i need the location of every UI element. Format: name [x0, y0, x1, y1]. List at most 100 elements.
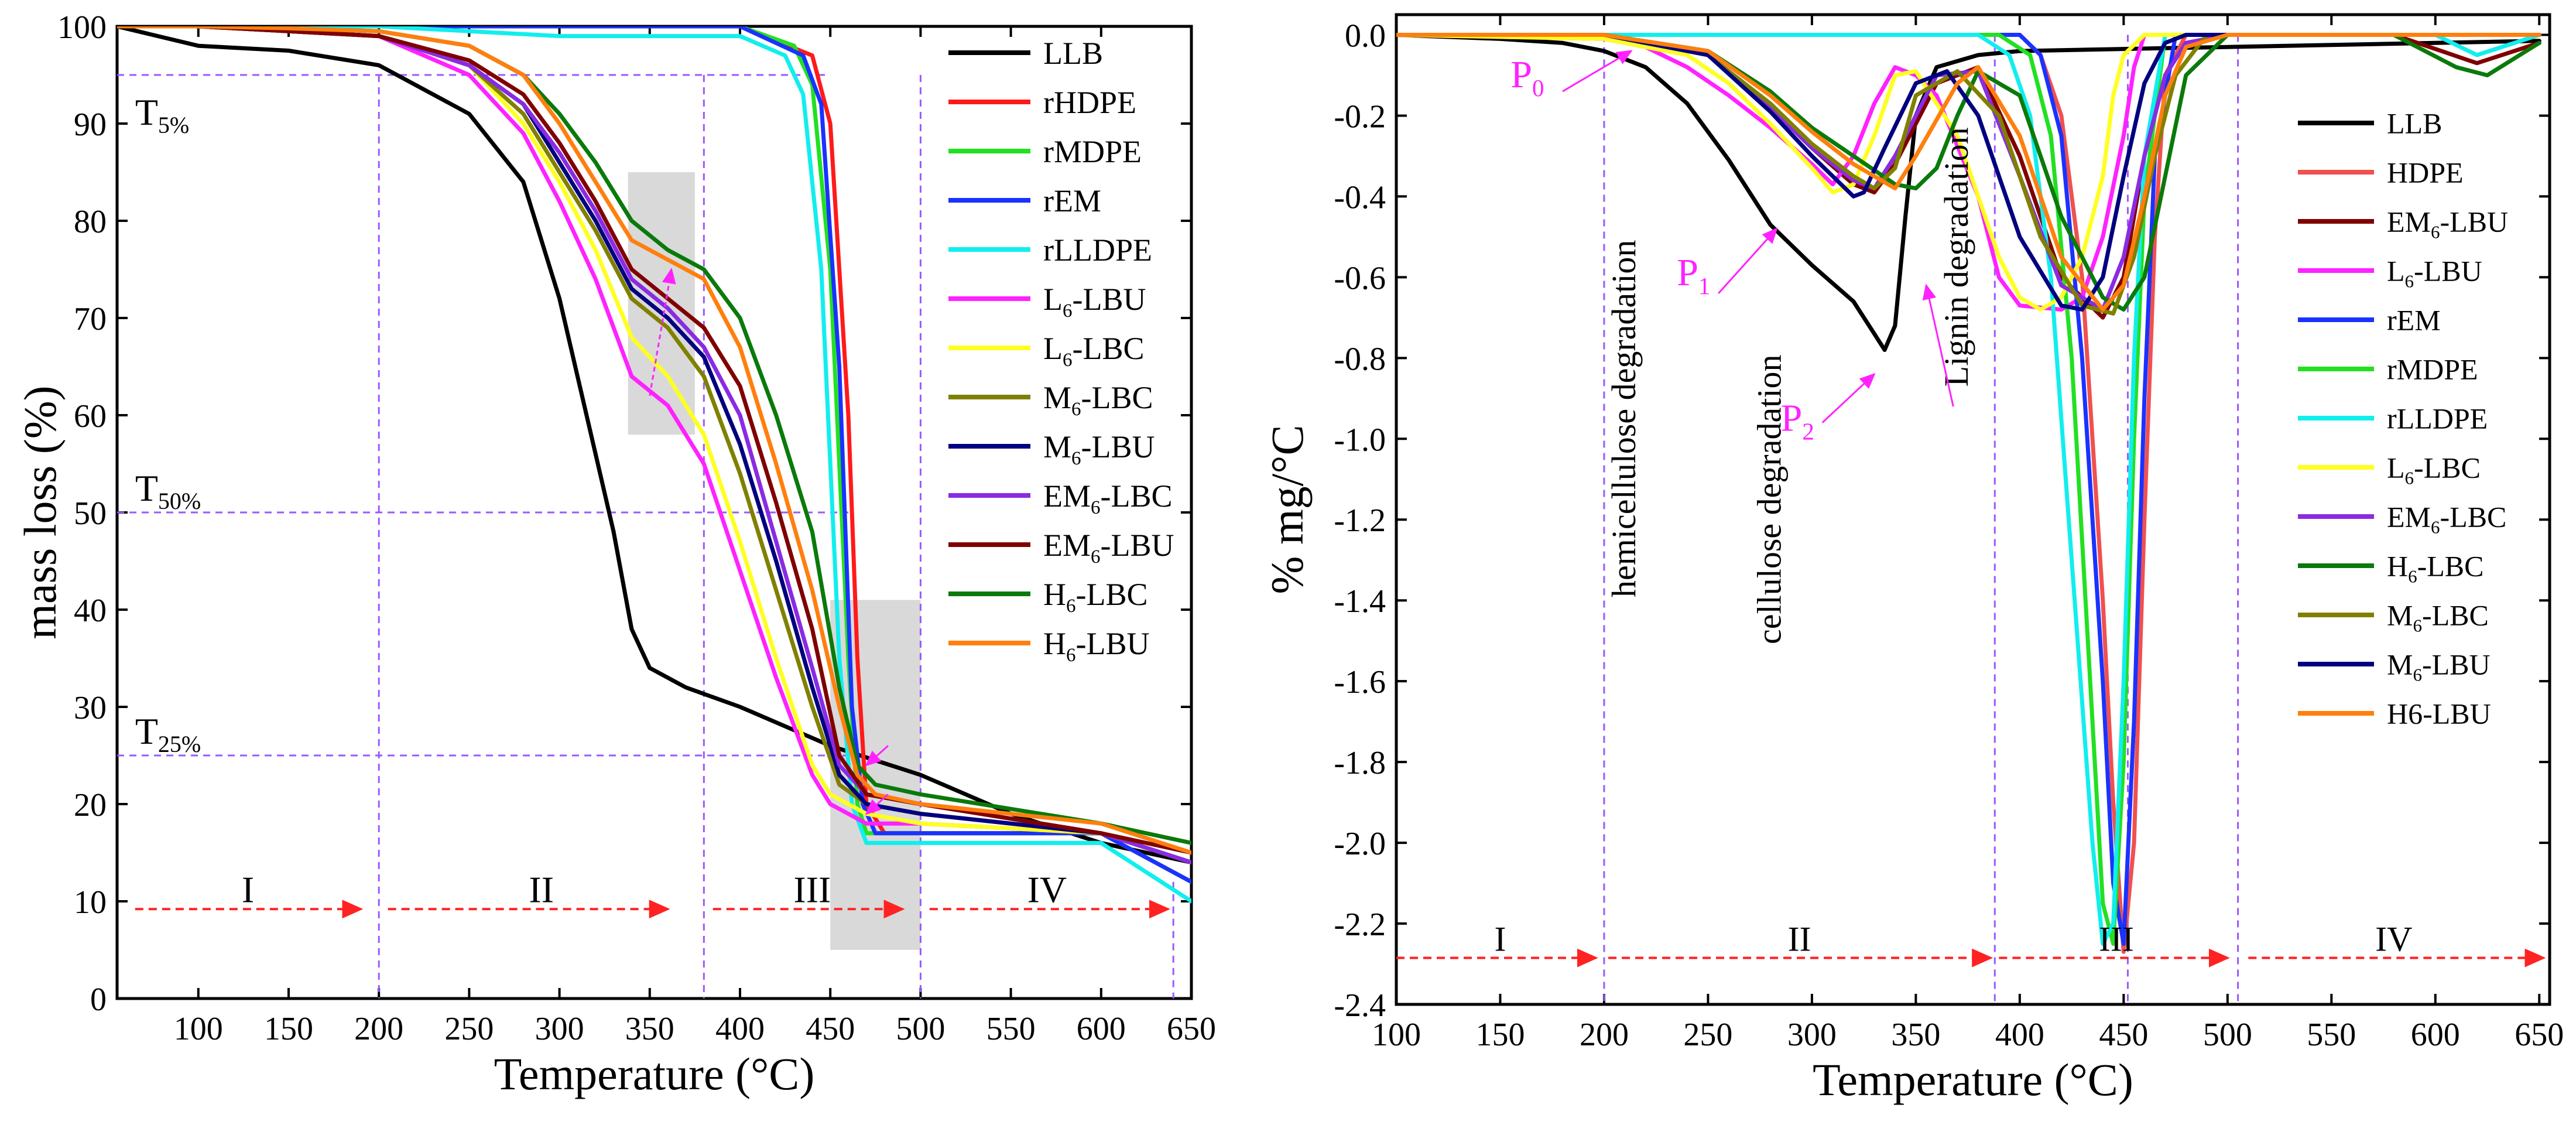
series-line-m6-lbu: [1396, 33, 2541, 312]
legend-label-base: rEM: [1043, 183, 1101, 218]
legend-label-rest: -LBC: [1076, 577, 1148, 612]
legend-label-base: H6-LBU: [2387, 697, 2491, 730]
legend-label-base: H: [2387, 550, 2408, 583]
legend-label: HDPE: [2387, 156, 2464, 189]
region-label: IV: [1027, 869, 1067, 910]
legend-label: M6-LBU: [2387, 648, 2491, 685]
legend-label-base: rMDPE: [2387, 353, 2478, 386]
legend-label-sub: 6: [1063, 300, 1073, 322]
y-tick-label: -0.6: [1334, 260, 1386, 296]
legend-label: LLB: [1043, 36, 1103, 71]
t25-label: T25%: [135, 710, 201, 757]
region-label: IV: [2375, 920, 2412, 959]
x-tick-label: 150: [264, 1011, 313, 1047]
p2-label-base: P: [1781, 396, 1803, 439]
x-tick-label: 400: [715, 1011, 765, 1047]
p1-label-base: P: [1677, 251, 1698, 294]
x-tick-label: 150: [1475, 1017, 1525, 1053]
x-tick-label: 200: [1580, 1017, 1629, 1053]
x-axis-title: Temperature (°C): [1813, 1054, 2133, 1105]
legend-label: M6-LBC: [2387, 599, 2489, 636]
p1-arrow: [1718, 227, 1778, 294]
legend-label-rest: -LBC: [2422, 599, 2489, 632]
legend-label-sub: 6: [2431, 222, 2440, 242]
x-tick-label: 650: [2515, 1017, 2564, 1053]
legend-label-sub: 6: [2413, 665, 2422, 685]
p2-label: P2: [1781, 396, 1814, 445]
legend-label-base: L: [2387, 452, 2405, 484]
y-tick-label: -2.0: [1334, 826, 1386, 862]
shift-arrow: [649, 268, 676, 396]
legend-label-sub: 6: [1063, 350, 1073, 371]
legend-label-base: H: [1043, 577, 1066, 612]
series-line-l6-lbc: [1396, 33, 2541, 312]
p0-label-sub: 0: [1532, 74, 1544, 101]
region-label: III: [793, 869, 831, 910]
x-tick-label: 250: [444, 1011, 494, 1047]
legend-label-base: H: [1043, 626, 1066, 661]
stage-label-hemicellulose: hemicellulose degradation: [1605, 240, 1643, 597]
legend-label-base: rEM: [2387, 304, 2441, 337]
y-tick-label: -2.2: [1334, 907, 1386, 943]
legend-label: M6-LBU: [1043, 429, 1155, 469]
p0-arrow: [1562, 50, 1633, 93]
x-tick-label: 600: [2411, 1017, 2460, 1053]
legend-label: rEM: [2387, 304, 2441, 337]
legend-label-base: rMDPE: [1043, 134, 1142, 169]
p0-label-base: P: [1510, 53, 1532, 96]
series-line-llb: [117, 26, 1191, 865]
legend-label-base: EM: [2387, 206, 2431, 238]
legend-label-base: M: [2387, 648, 2413, 681]
y-tick-label: -1.2: [1334, 502, 1386, 539]
p1-label-sub: 1: [1698, 272, 1711, 299]
t25-label-base: T: [135, 710, 158, 752]
legend-label-rest: -LBC: [1073, 331, 1145, 366]
t50-label-sub: 50%: [158, 488, 201, 514]
t50-label-base: T: [135, 467, 158, 509]
legend-label-sub: 6: [1091, 546, 1101, 567]
y-axis-title: mass loss (%): [15, 385, 66, 639]
legend-label-sub: 6: [2405, 271, 2414, 292]
legend-label-sub: 6: [2431, 517, 2440, 538]
series-line-l6-lbu: [1396, 33, 2541, 312]
t5-label-base: T: [135, 91, 158, 133]
y-tick-label: -0.4: [1334, 179, 1386, 216]
legend-label-rest: -LBU: [2440, 206, 2509, 238]
series-line-rlldpe: [117, 26, 1191, 904]
legend-label-rest: -LBU: [1101, 528, 1174, 563]
legend-label: rEM: [1043, 183, 1101, 218]
legend-label: H6-LBU: [2387, 697, 2491, 730]
y-tick-label: 100: [57, 9, 107, 46]
y-tick-label: -1.8: [1334, 745, 1386, 781]
legend-label-base: rLLDPE: [2387, 402, 2488, 435]
highlight-region-2: [830, 600, 921, 950]
t5-label: T5%: [135, 91, 189, 138]
x-tick-label: 650: [1167, 1011, 1216, 1047]
x-tick-label: 100: [1372, 1017, 1421, 1053]
x-tick-label: 450: [2099, 1017, 2148, 1053]
legend-label-base: LLB: [2387, 107, 2442, 140]
legend-label: EM6-LBC: [1043, 478, 1173, 518]
shift-arrow: [865, 794, 889, 815]
x-tick-label: 450: [806, 1011, 855, 1047]
legend-label: LLB: [2387, 107, 2442, 140]
y-tick-label: 30: [74, 690, 107, 726]
legend-label-rest: -LBU: [1081, 429, 1155, 464]
y-tick-label: 40: [74, 593, 107, 629]
legend-label-base: EM: [1043, 528, 1091, 563]
stage-label-lignin: Lignin degradation: [1937, 127, 1975, 387]
y-tick-label: -1.6: [1334, 664, 1386, 700]
y-tick-label: 90: [74, 107, 107, 143]
x-axis-title: Temperature (°C): [494, 1048, 815, 1099]
region-label: III: [2099, 920, 2134, 959]
legend-label-rest: -LBU: [2422, 648, 2491, 681]
legend-label: EM6-LBC: [2387, 501, 2506, 538]
legend-label-rest: -LBC: [1081, 380, 1153, 415]
legend-label: H6-LBC: [1043, 577, 1148, 617]
legend-label: rMDPE: [2387, 353, 2478, 386]
legend-label-sub: 6: [1071, 399, 1081, 420]
legend-label: rHDPE: [1043, 85, 1136, 120]
series-line-m6-lbc: [1396, 33, 2541, 316]
x-tick-label: 350: [625, 1011, 674, 1047]
